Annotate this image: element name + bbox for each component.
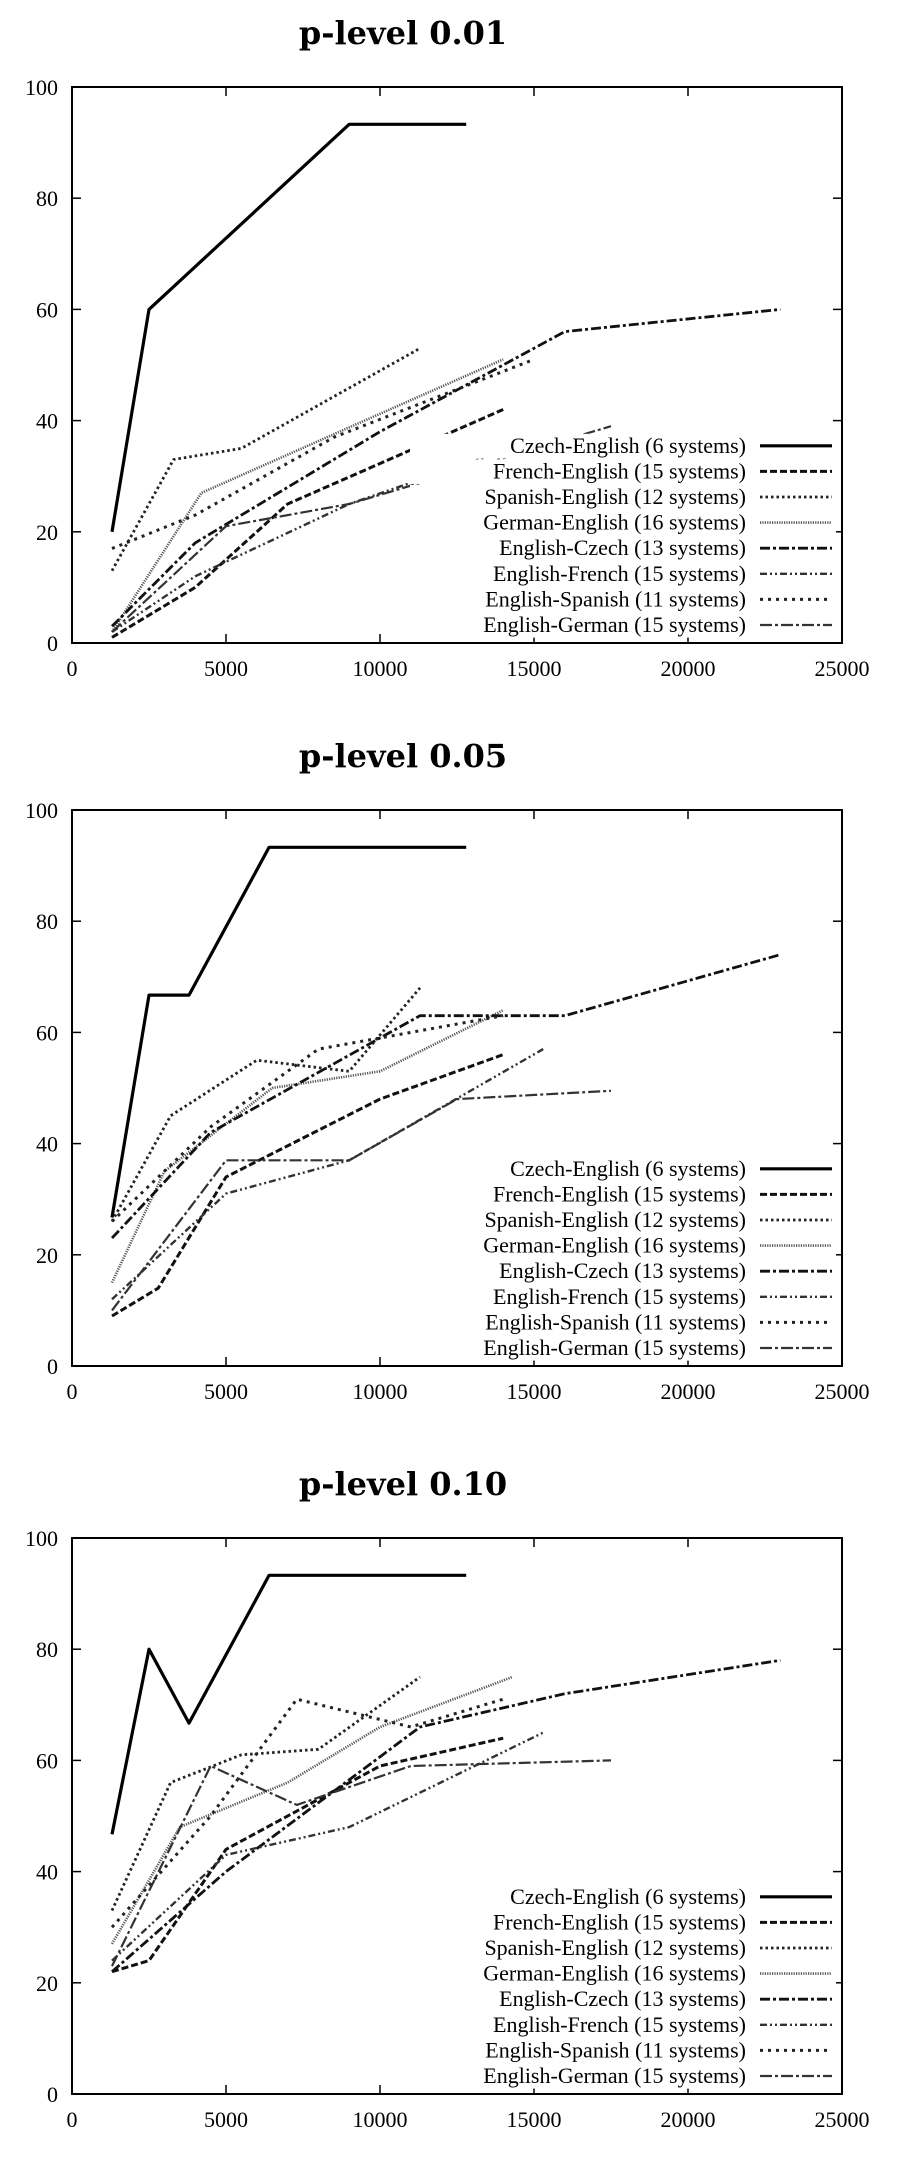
legend-label: English-French (15 systems)	[493, 2012, 746, 2037]
chart-plot-2: 0 20 40 60 80 100 0 5000 10000 15000 20000 25000 Cze…	[25, 798, 870, 1404]
series-line	[110, 1675, 513, 1945]
x-tick-label: 15000	[507, 2107, 562, 2132]
legend-row-bg	[410, 1208, 836, 1233]
series-line	[110, 1675, 421, 1912]
plot-frame	[71, 809, 843, 1367]
y-tick-label: 20	[36, 1243, 58, 1268]
legend-row-bg	[410, 1936, 836, 1961]
legend-label: French-English (15 systems)	[493, 458, 746, 483]
x-tick-label: 25000	[815, 656, 870, 681]
y-tick-label: 0	[47, 631, 58, 656]
legend-row-bg	[410, 587, 836, 612]
legend-label: Spanish-English (12 systems)	[484, 1207, 746, 1232]
legend-label: English-Czech (13 systems)	[499, 1986, 746, 2011]
series-line	[111, 1658, 781, 1973]
legend-row-bg	[410, 2038, 836, 2063]
series-line	[110, 347, 421, 572]
series-line	[111, 1759, 612, 1967]
x-tick-label: 15000	[507, 656, 562, 681]
series-line	[110, 1573, 467, 1835]
legend-label: Czech-English (6 systems)	[510, 433, 746, 458]
legend-label: English-Spanish (11 systems)	[485, 2037, 746, 2062]
series-line	[111, 1089, 612, 1312]
legend-label: English-German (15 systems)	[483, 612, 746, 637]
x-tick-label: 25000	[815, 1379, 870, 1404]
y-tick-label: 100	[25, 75, 58, 100]
x-tick-label: 0	[67, 2107, 78, 2132]
legend-label: Czech-English (6 systems)	[510, 1884, 746, 1909]
legend-label: French-English (15 systems)	[493, 1181, 746, 1206]
series-line	[111, 1053, 504, 1318]
series-line	[111, 358, 535, 550]
legend-label: English-Spanish (11 systems)	[485, 1309, 746, 1334]
x-tick-label: 20000	[661, 656, 716, 681]
legend-label: Spanish-English (12 systems)	[484, 484, 746, 509]
y-tick-label: 0	[47, 2082, 58, 2107]
legend-label: English-German (15 systems)	[483, 1335, 746, 1360]
legend-label: Spanish-English (12 systems)	[484, 1935, 746, 1960]
series-line	[111, 436, 544, 633]
chart-plot-3: 0 20 40 60 80 100 0 5000 10000 15000 20000 25000 Cze…	[25, 1526, 870, 2132]
x-tick-label: 10000	[353, 656, 408, 681]
y-tick-label: 100	[25, 1526, 58, 1551]
x-tick-label: 25000	[815, 2107, 870, 2132]
legend-row-bg	[410, 485, 836, 510]
x-tick-label: 0	[67, 1379, 78, 1404]
y-tick-label: 40	[36, 409, 58, 434]
x-tick-label: 20000	[661, 2107, 716, 2132]
series-line	[110, 122, 467, 533]
legend-label: French-English (15 systems)	[493, 1909, 746, 1934]
x-tick-label: 5000	[204, 1379, 248, 1404]
x-tick-label: 0	[67, 656, 78, 681]
legend-label: Czech-English (6 systems)	[510, 1156, 746, 1181]
chart-title-2: p-level 0.05	[298, 737, 508, 775]
x-tick-label: 20000	[661, 1379, 716, 1404]
y-tick-label: 60	[36, 1020, 58, 1045]
x-tick-label: 5000	[204, 656, 248, 681]
series-line	[110, 358, 504, 633]
y-tick-label: 40	[36, 1860, 58, 1885]
plot-frame	[71, 86, 843, 644]
legend-label: English-French (15 systems)	[493, 1284, 746, 1309]
y-tick-label: 40	[36, 1132, 58, 1157]
chart-plot-1: 0 20 40 60 80 100 0 5000 10000 15000 20000 25000 Cze…	[25, 75, 870, 681]
x-tick-label: 10000	[353, 1379, 408, 1404]
series-line	[111, 425, 612, 633]
y-tick-label: 100	[25, 798, 58, 823]
x-tick-label: 5000	[204, 2107, 248, 2132]
series-line	[110, 953, 781, 1240]
legend-label: English-Czech (13 systems)	[499, 1258, 746, 1283]
legend-label: German-English (16 systems)	[483, 1233, 746, 1258]
y-tick-label: 60	[36, 1748, 58, 1773]
series-line	[110, 1009, 504, 1284]
chart-title-3: p-level 0.10	[298, 1465, 508, 1503]
x-tick-label: 10000	[353, 2107, 408, 2132]
series-line	[111, 1736, 504, 1974]
plot-frame	[71, 1537, 843, 2095]
legend-label: English-Czech (13 systems)	[499, 535, 746, 560]
y-tick-label: 80	[36, 186, 58, 211]
legend-row-bg	[410, 1310, 836, 1335]
legend-label: English-French (15 systems)	[493, 561, 746, 586]
legend-label: English-German (15 systems)	[483, 2063, 746, 2088]
series-line	[110, 845, 467, 1218]
series-line	[111, 308, 781, 628]
legend-label: English-Spanish (11 systems)	[485, 586, 746, 611]
y-tick-label: 20	[36, 520, 58, 545]
x-tick-label: 15000	[507, 1379, 562, 1404]
y-tick-label: 60	[36, 297, 58, 322]
chart-title-1: p-level 0.01	[298, 14, 508, 52]
y-tick-label: 20	[36, 1971, 58, 1996]
y-tick-label: 80	[36, 909, 58, 934]
legend-label: German-English (16 systems)	[483, 1961, 746, 1986]
y-tick-label: 80	[36, 1637, 58, 1662]
y-tick-label: 0	[47, 1354, 58, 1379]
legend-label: German-English (16 systems)	[483, 510, 746, 535]
